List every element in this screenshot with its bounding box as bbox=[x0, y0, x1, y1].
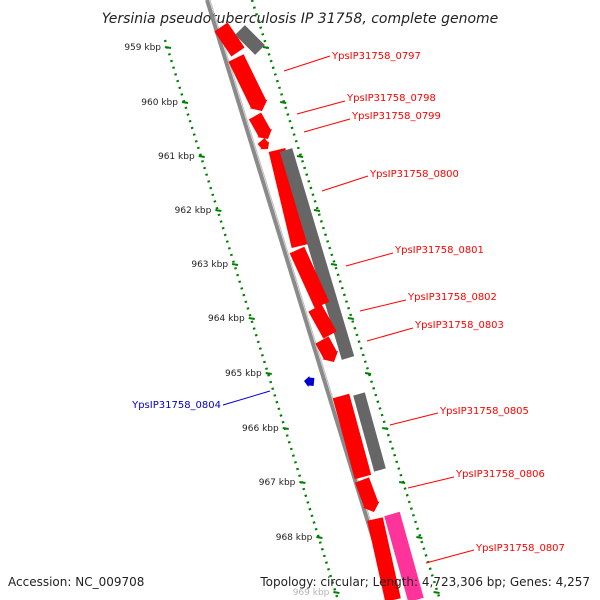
tick-label: 965 kbp bbox=[225, 369, 262, 379]
gene-label-0797[interactable]: YpsIP31758_0797 bbox=[331, 51, 421, 62]
tick-label: 966 kbp bbox=[242, 424, 279, 434]
tick-mark-left bbox=[198, 155, 205, 158]
map-title: Yersinia pseudotuberculosis IP 31758, co… bbox=[102, 11, 499, 27]
gene-0799-arrow[interactable] bbox=[257, 138, 270, 150]
gene-label-0807[interactable]: YpsIP31758_0807 bbox=[475, 543, 565, 554]
gene-0800-arrow[interactable] bbox=[268, 148, 309, 248]
gene-0801-arrow[interactable] bbox=[289, 246, 330, 309]
tick-mark-right bbox=[398, 481, 406, 484]
genome-backbone-highlight bbox=[209, 0, 396, 600]
accession-text: Accession: NC_009708 bbox=[8, 575, 144, 589]
tick-mark-right bbox=[313, 209, 321, 212]
gray-feature-0805[interactable] bbox=[353, 392, 386, 472]
gene-label-0802[interactable]: YpsIP31758_0802 bbox=[407, 292, 497, 303]
tick-mark-right bbox=[280, 101, 287, 104]
gene-0803-arrow[interactable] bbox=[315, 336, 339, 362]
tick-label: 962 kbp bbox=[175, 206, 212, 216]
gene-0806-arrow[interactable] bbox=[355, 477, 380, 512]
pink-feature-0807[interactable] bbox=[384, 511, 424, 600]
gene-label-0800[interactable]: YpsIP31758_0800 bbox=[369, 169, 459, 180]
gray-feature-0800[interactable] bbox=[279, 148, 355, 360]
tick-label: 967 kbp bbox=[259, 478, 296, 488]
tick-label: 961 kbp bbox=[158, 152, 195, 162]
gene-connector-line bbox=[283, 55, 331, 72]
tick-mark-left bbox=[181, 101, 189, 104]
tick-mark-left bbox=[248, 317, 255, 320]
gene-label-0801[interactable]: YpsIP31758_0801 bbox=[394, 245, 484, 256]
genome-backbone bbox=[205, 0, 394, 600]
tick-mark-left bbox=[265, 372, 272, 375]
tick-mark-right bbox=[262, 46, 270, 49]
gene-label-0799[interactable]: YpsIP31758_0799 bbox=[351, 111, 441, 122]
gene-connector-line bbox=[389, 412, 439, 426]
gene-0798-arrow[interactable] bbox=[248, 112, 272, 139]
tick-mark-right bbox=[364, 372, 372, 375]
gene-connector-line bbox=[296, 100, 346, 115]
gene-label-0804[interactable]: YpsIP31758_0804 bbox=[131, 400, 221, 411]
label-layer: YpsIP31758_0797 YpsIP31758_0798 YpsIP31758… bbox=[131, 51, 565, 564]
tick-label: 959 kbp bbox=[124, 43, 161, 53]
tick-mark-right bbox=[296, 155, 304, 158]
gene-0802-arrow[interactable] bbox=[308, 304, 337, 339]
gene-connector-line bbox=[366, 327, 414, 342]
gene-label-0806[interactable]: YpsIP31758_0806 bbox=[455, 469, 545, 480]
tick-mark-left bbox=[316, 536, 323, 539]
gene-0797-arrow[interactable] bbox=[228, 54, 268, 111]
topology-text: Topology: circular; Length: 4,723,306 bp… bbox=[259, 575, 590, 589]
gene-connector-line bbox=[321, 175, 369, 192]
gene-connector-line bbox=[359, 299, 407, 312]
gene-connector-line bbox=[425, 549, 475, 564]
gene-label-0803[interactable]: YpsIP31758_0803 bbox=[414, 320, 504, 331]
tick-label: 964 kbp bbox=[208, 314, 245, 324]
tick-mark-left bbox=[231, 263, 239, 266]
tick-mark-left bbox=[164, 46, 172, 49]
gene-0807-arrow[interactable] bbox=[367, 517, 401, 600]
tick-mark-right bbox=[416, 536, 423, 539]
gene-label-0798[interactable]: YpsIP31758_0798 bbox=[346, 93, 436, 104]
gene-connector-line bbox=[303, 118, 351, 133]
gene-label-0805[interactable]: YpsIP31758_0805 bbox=[439, 406, 529, 417]
gene-connector-line bbox=[407, 476, 455, 489]
gene-0805-arrow[interactable] bbox=[332, 393, 372, 480]
tick-mark-right bbox=[433, 591, 440, 594]
tick-label: 968 kbp bbox=[276, 533, 313, 543]
tick-label: 960 kbp bbox=[141, 98, 178, 108]
gene-0804-arrow[interactable] bbox=[304, 376, 315, 387]
gene-0796-arrow[interactable] bbox=[214, 22, 245, 57]
tick-mark-left bbox=[333, 591, 340, 594]
tick-layer: 959 kbp 960 kbp 961 kbp 962 kbp 963 kbp 964 k… bbox=[124, 43, 440, 598]
tick-mark-left bbox=[215, 209, 222, 212]
feature-layer bbox=[214, 22, 424, 600]
tick-mark-right bbox=[382, 427, 389, 430]
tick-label: 969 kbp bbox=[293, 588, 330, 598]
gene-connector-line bbox=[222, 390, 271, 406]
tick-mark-left bbox=[282, 427, 289, 430]
tick-mark-left bbox=[299, 481, 306, 484]
gray-feature-0796[interactable] bbox=[235, 25, 265, 55]
tick-mark-right bbox=[330, 263, 338, 266]
gene-connector-line bbox=[345, 252, 394, 267]
tick-mark-right bbox=[347, 317, 354, 320]
tick-label: 963 kbp bbox=[191, 260, 228, 270]
